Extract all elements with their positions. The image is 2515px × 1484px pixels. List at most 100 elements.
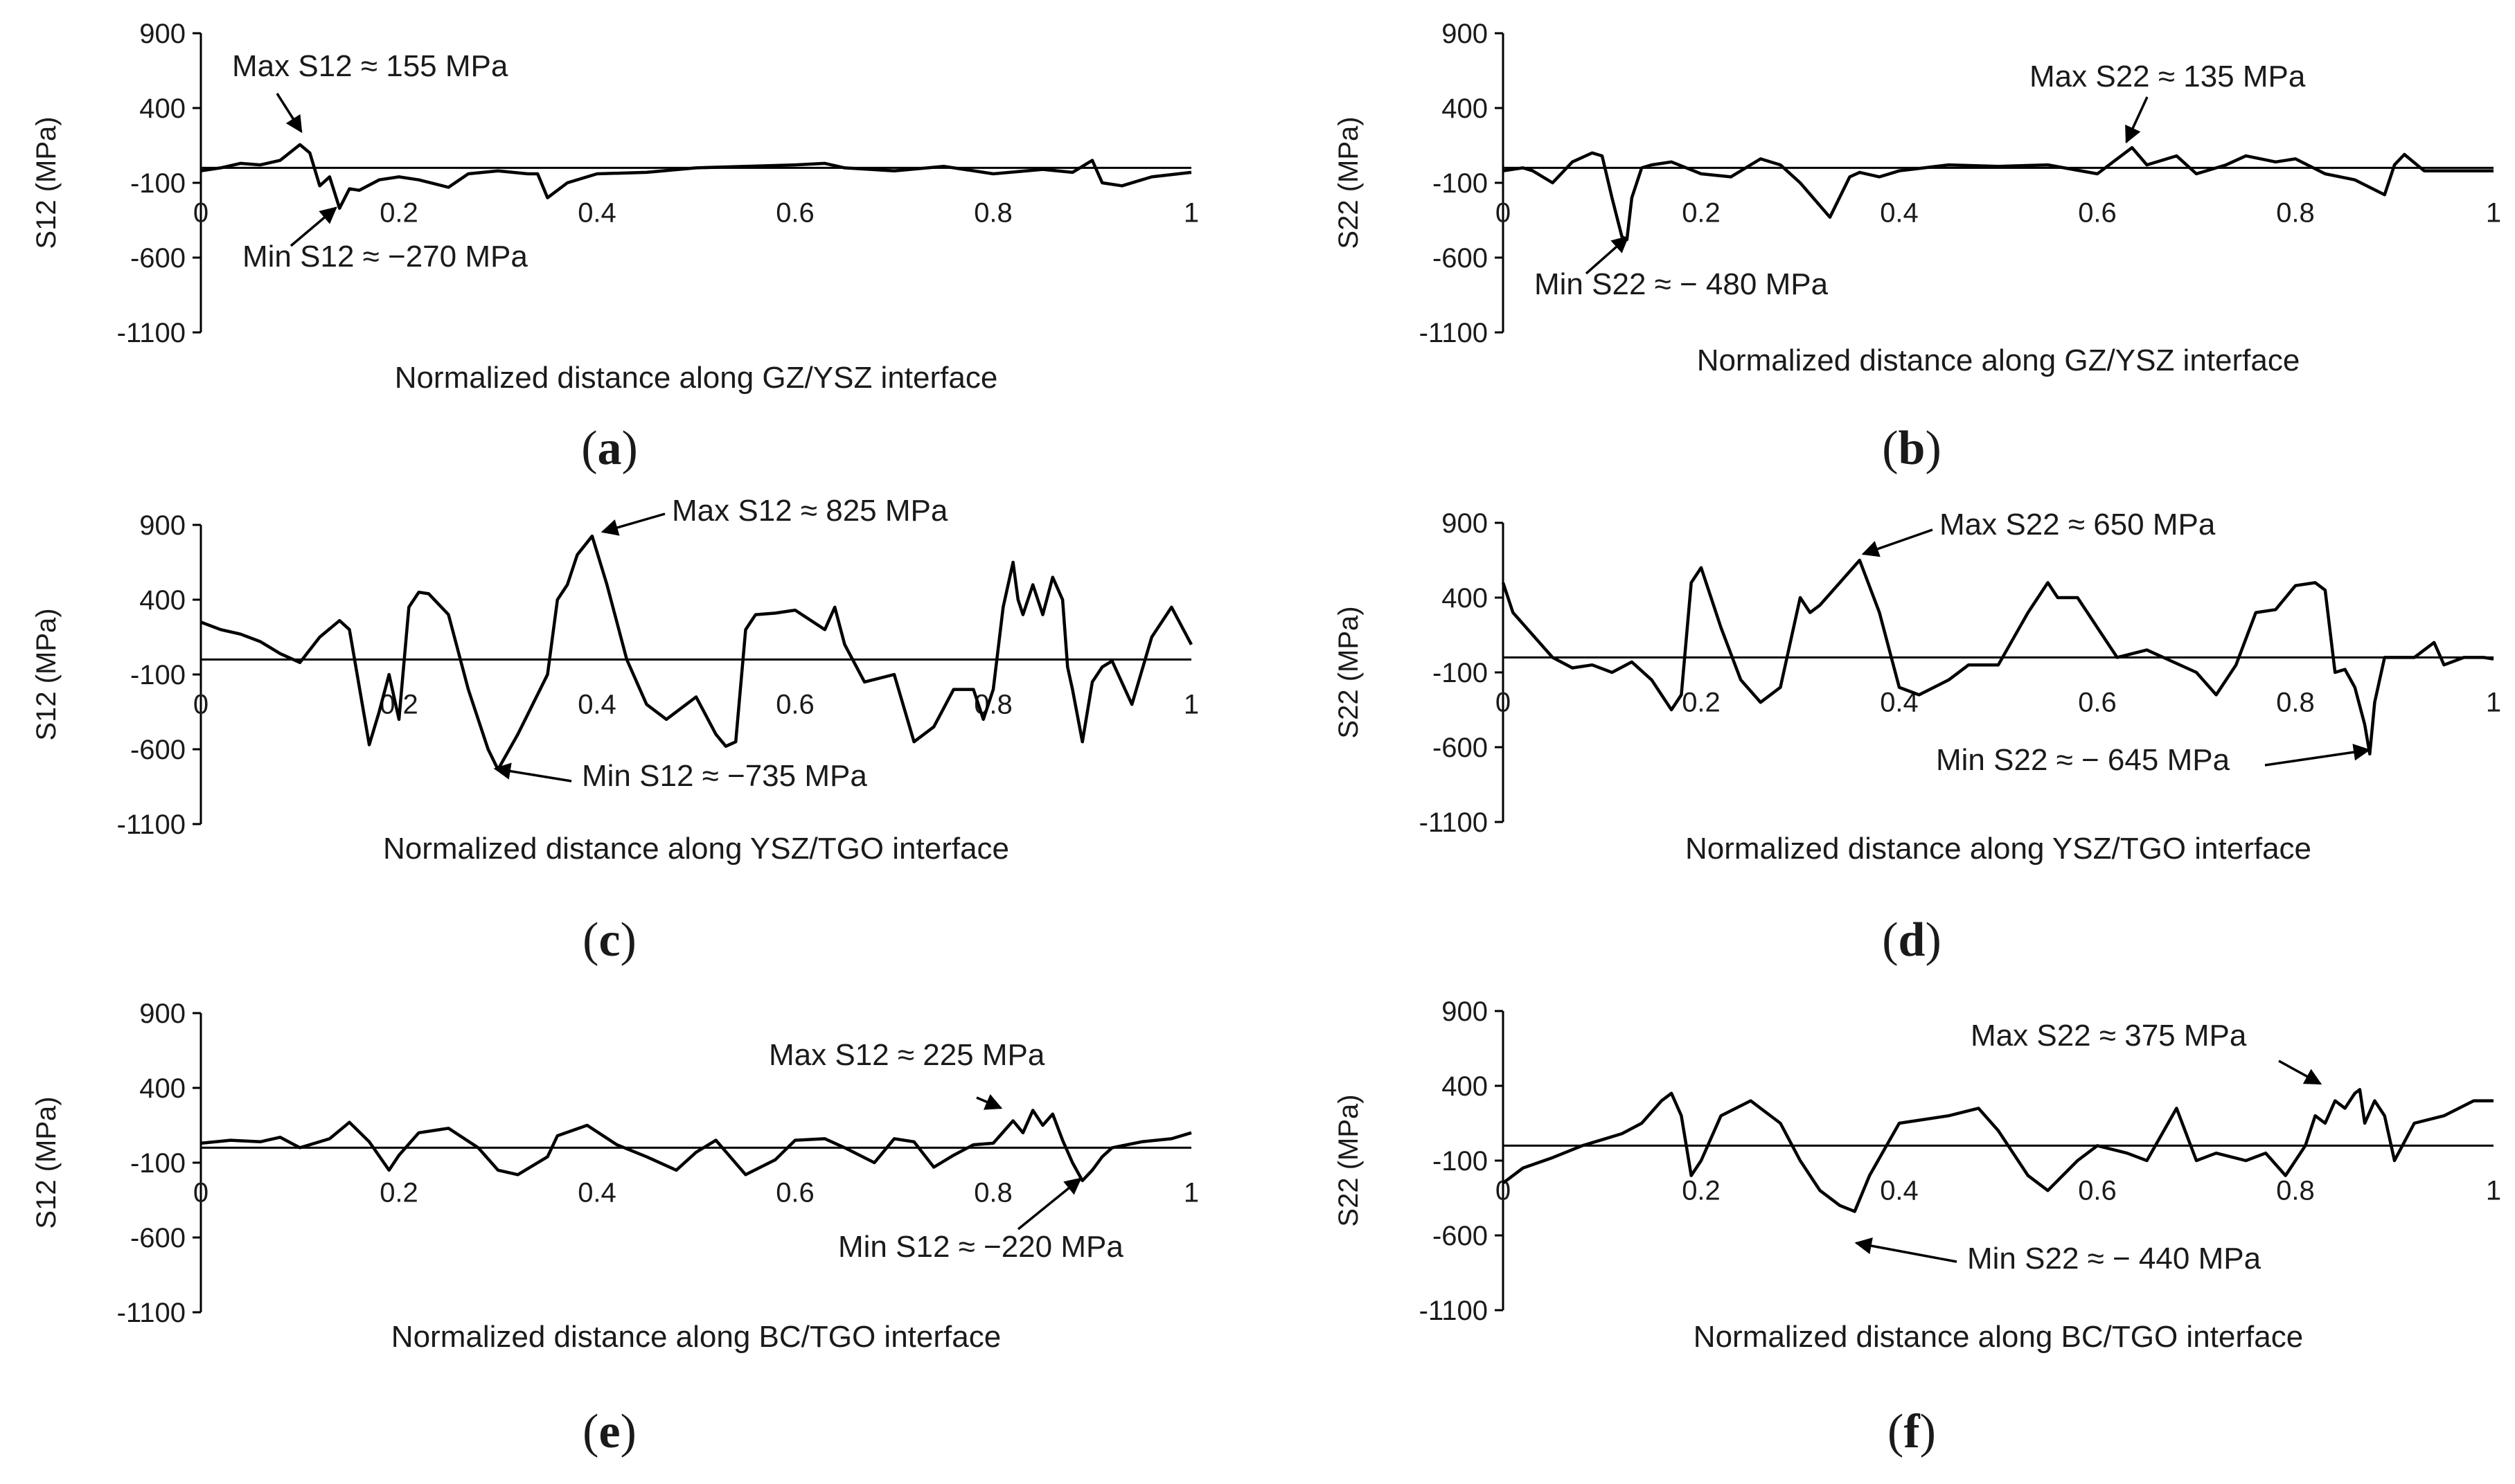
series-line-s12	[200, 143, 1192, 210]
y-tick-label: -600	[1432, 243, 1488, 274]
x-tick-label: 0.4	[578, 1177, 616, 1208]
annotation-label: Max S12 ≈ 155 MPa	[232, 49, 508, 83]
x-tick-label: 0.2	[1682, 197, 1721, 228]
y-tick-label: 400	[1441, 583, 1488, 614]
annotation-arrow	[976, 1094, 1003, 1110]
annotation-label: Max S22 ≈ 375 MPa	[1971, 1019, 2247, 1053]
series-line-s12	[200, 534, 1193, 771]
annotation-arrow	[1861, 528, 1933, 557]
x-axis-label: Normalized distance along BC/TGO interfa…	[1694, 1320, 2303, 1354]
annotation-label: Min S22 ≈ − 645 MPa	[1936, 743, 2230, 777]
annotation-arrow	[2264, 744, 2371, 767]
annotation-arrow	[601, 512, 666, 536]
x-tick-label: 0.2	[380, 197, 418, 228]
y-tick-label: -600	[1432, 1221, 1488, 1251]
annotation-label: Min S12 ≈ −270 MPa	[242, 240, 528, 274]
y-tick-label: -1100	[1419, 318, 1488, 348]
y-tick-label: 900	[1441, 508, 1488, 539]
y-axis-label: S22 (MPa)	[1333, 1094, 1364, 1226]
annotation-arrow	[2278, 1060, 2322, 1085]
annotation-arrow	[493, 762, 572, 783]
annotation-arrow	[2125, 96, 2149, 144]
x-axis-label: Normalized distance along BC/TGO interfa…	[391, 1320, 1001, 1354]
y-tick-label: -600	[130, 1223, 186, 1253]
x-tick-label: 0	[193, 1177, 208, 1208]
x-axis-label: Normalized distance along YSZ/TGO interf…	[1685, 832, 2311, 866]
x-tick-label: 1	[1184, 1177, 1199, 1208]
x-tick-label: 0.2	[1682, 687, 1721, 717]
y-tick-label: -100	[130, 168, 186, 199]
annotation-arrow	[1854, 1237, 1957, 1263]
y-tick-label: 400	[139, 93, 186, 124]
y-tick-label: 900	[139, 19, 186, 49]
y-tick-label: 400	[1441, 93, 1488, 124]
y-tick-label: -600	[130, 735, 186, 765]
y-tick-label: -100	[130, 660, 186, 690]
y-axis-label: S22 (MPa)	[1333, 606, 1364, 738]
x-tick-label: 0.6	[776, 689, 815, 719]
x-tick-label: 1	[1184, 689, 1199, 719]
x-tick-label: 0.2	[1682, 1175, 1721, 1206]
y-tick-label: 900	[139, 510, 186, 541]
annotation-label: Min S22 ≈ − 480 MPa	[1534, 267, 1829, 301]
y-tick-label: -1100	[117, 318, 186, 348]
x-tick-label: 1	[2486, 197, 2501, 228]
y-tick-label: -100	[130, 1148, 186, 1179]
x-tick-label: 0	[1495, 1175, 1511, 1206]
y-tick-label: -1100	[1419, 1296, 1488, 1326]
x-axis-label: Normalized distance along GZ/YSZ interfa…	[395, 361, 998, 395]
y-tick-label: -100	[1432, 1146, 1488, 1177]
annotation-arrow	[290, 206, 337, 247]
y-axis-label: S12 (MPa)	[31, 608, 62, 740]
y-tick-label: -1100	[117, 1298, 186, 1328]
x-tick-label: 1	[2486, 687, 2501, 717]
annotation-arrow	[1585, 235, 1629, 275]
x-tick-label: 0.4	[578, 197, 616, 228]
x-tick-label: 0.4	[1880, 197, 1919, 228]
y-tick-label: 900	[139, 999, 186, 1029]
annotation-arrow	[1017, 1177, 1082, 1231]
y-tick-label: -1100	[1419, 807, 1488, 838]
y-tick-label: 900	[1441, 996, 1488, 1027]
series-line-s22	[1501, 558, 2494, 756]
x-tick-label: 0.6	[776, 197, 815, 228]
annotation-label: Max S22 ≈ 650 MPa	[1939, 508, 2216, 542]
x-tick-label: 0	[1495, 197, 1511, 228]
x-tick-label: 0.8	[2276, 1175, 2315, 1206]
y-axis-label: S22 (MPa)	[1333, 116, 1364, 249]
annotation-label: Max S22 ≈ 135 MPa	[2029, 60, 2306, 93]
x-tick-label: 0.8	[2276, 197, 2315, 228]
y-tick-label: -100	[1432, 658, 1488, 688]
chart-panel-a: 900 400 -100 -600 -1100 0 0.2 0.4 0.6 0.8 1 S12 (MP…	[31, 19, 1199, 475]
series-line-s22	[1502, 1088, 2494, 1213]
annotation-label: Min S22 ≈ − 440 MPa	[1967, 1242, 2261, 1276]
panel-label: (f)	[1887, 1405, 1936, 1458]
y-tick-label: -1100	[117, 810, 186, 840]
x-tick-label: 0.8	[2276, 687, 2315, 717]
x-tick-label: 0.8	[974, 1177, 1013, 1208]
x-tick-label: 1	[1184, 197, 1199, 228]
chart-panel-e: 900 400 -100 -600 -1100 0 0.2 0.4 0.6 0.8 1 S12 (MP…	[31, 999, 1199, 1458]
x-tick-label: 0	[1495, 687, 1511, 717]
y-tick-label: -600	[130, 243, 186, 274]
y-axis-label: S12 (MPa)	[31, 1096, 62, 1228]
panel-label: (b)	[1882, 422, 1941, 475]
x-tick-label: 0.4	[578, 689, 616, 719]
series-line-s22	[1502, 145, 2494, 242]
x-tick-label: 0	[193, 689, 208, 719]
x-tick-label: 0.8	[974, 197, 1013, 228]
annotation-arrow	[276, 93, 303, 134]
y-tick-label: 900	[1441, 19, 1488, 49]
x-tick-label: 0.2	[380, 1177, 418, 1208]
y-tick-label: -100	[1432, 168, 1488, 199]
chart-panel-f: 900 400 -100 -600 -1100 0 0.2 0.4 0.6 0.8 1 S22 (MP…	[1333, 996, 2501, 1458]
annotation-label: Min S12 ≈ −735 MPa	[582, 759, 867, 793]
x-tick-label: 0.6	[2078, 1175, 2117, 1206]
chart-panel-b: 900 400 -100 -600 -1100 0 0.2 0.4 0.6 0.8 1 S22 (MP…	[1333, 19, 2501, 475]
annotation-label: Min S12 ≈ −220 MPa	[838, 1230, 1123, 1264]
panel-label: (a)	[581, 422, 638, 475]
y-axis-label: S12 (MPa)	[31, 116, 62, 249]
